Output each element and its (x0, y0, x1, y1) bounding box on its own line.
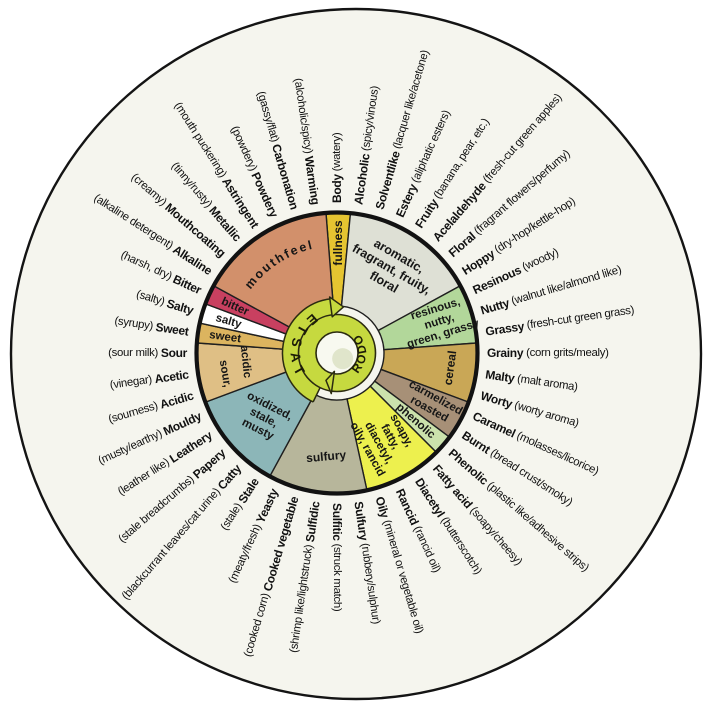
odor-arrowhead-icon (325, 370, 336, 395)
segment-label-sulfury: sulfury (306, 448, 347, 465)
taste-band-outline (281, 298, 332, 403)
hub-inner-swirl (332, 348, 354, 370)
segment-label-cereal: cereal (441, 350, 460, 386)
taste-band (282, 298, 334, 402)
outer-label-sulfitic: Sulfitic (struck match) (330, 503, 344, 612)
hub-ring-inner-outline (315, 331, 359, 375)
segment-label-sour-acidic: sour, (217, 359, 233, 388)
hub-ring-outer-outline (297, 313, 377, 393)
hub-ring (299, 315, 375, 391)
outer-label-sour: (sour milk) Sour (108, 346, 187, 360)
outer-label-sweet: (syrupy) Sweet (113, 314, 189, 339)
outer-label-grainy: Grainy (corn grits/mealy) (487, 346, 609, 360)
segment-label-sour-acidic: acidic (238, 345, 253, 379)
taste-arrowhead-icon (328, 296, 345, 318)
outer-label-body: Body (watery) (330, 132, 344, 203)
segment-label-sweet: sweet (208, 329, 241, 345)
taste-band-endcap (312, 387, 321, 403)
odor-label: RODO (349, 330, 370, 376)
wheel-rim (194, 210, 480, 496)
segment-label-fullness: fullness (331, 220, 345, 266)
